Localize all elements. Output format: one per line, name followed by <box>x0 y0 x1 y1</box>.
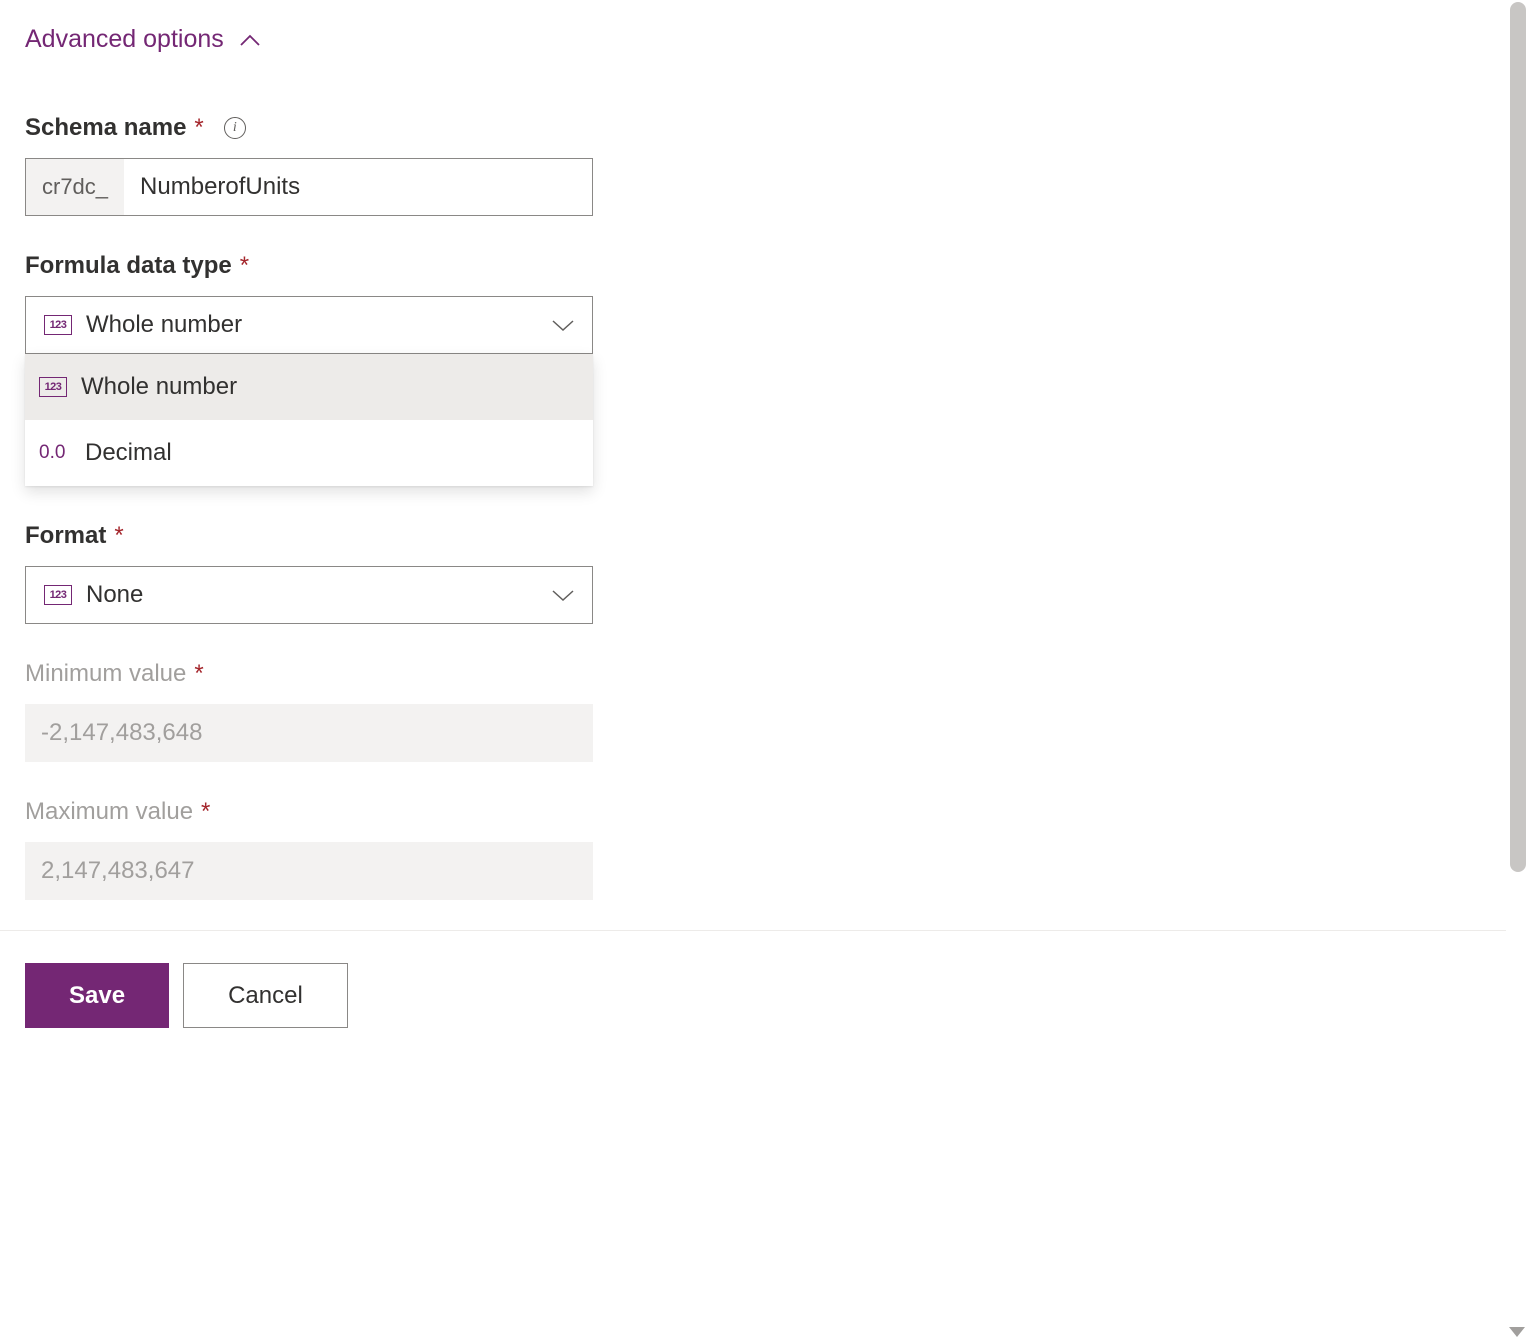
chevron-down-icon <box>552 319 574 331</box>
advanced-options-toggle[interactable]: Advanced options <box>25 25 600 54</box>
format-select[interactable]: 123 None <box>25 566 593 624</box>
formula-data-type-dropdown-wrapper: 123 Whole number 123 Whole number 0.0 De… <box>25 296 600 354</box>
whole-number-icon: 123 <box>44 315 72 335</box>
dropdown-option-whole-number[interactable]: 123 Whole number <box>25 354 593 420</box>
formula-data-type-dropdown: 123 Whole number 0.0 Decimal <box>25 354 593 486</box>
schema-name-input[interactable] <box>124 159 592 215</box>
dropdown-option-decimal[interactable]: 0.0 Decimal <box>25 420 593 486</box>
whole-number-icon: 123 <box>39 377 67 397</box>
format-label-text: Format <box>25 522 106 550</box>
formula-data-type-select[interactable]: 123 Whole number <box>25 296 593 354</box>
chevron-up-icon <box>240 34 260 46</box>
minimum-value-field: Minimum value * -2,147,483,648 <box>25 660 600 762</box>
form-content: Advanced options Schema name * i cr7dc_ … <box>0 0 600 900</box>
chevron-down-icon <box>552 589 574 601</box>
scrollbar-down-arrow-icon[interactable] <box>1509 1327 1525 1337</box>
maximum-value-label-text: Maximum value <box>25 798 193 826</box>
formula-data-type-value: Whole number <box>86 311 242 339</box>
select-display: 123 Whole number <box>44 311 242 339</box>
whole-number-icon: 123 <box>44 585 72 605</box>
footer-buttons: Save Cancel <box>25 963 348 1028</box>
form-panel: Advanced options Schema name * i cr7dc_ … <box>0 0 1530 1343</box>
formula-data-type-label-text: Formula data type <box>25 252 232 280</box>
required-asterisk: * <box>194 114 203 142</box>
dropdown-option-label: Decimal <box>85 439 172 467</box>
advanced-options-label: Advanced options <box>25 25 224 54</box>
scrollbar-thumb[interactable] <box>1510 2 1526 872</box>
schema-name-label: Schema name * i <box>25 114 600 142</box>
maximum-value-label: Maximum value * <box>25 798 600 826</box>
select-display: 123 None <box>44 581 143 609</box>
minimum-value-label-text: Minimum value <box>25 660 186 688</box>
dropdown-option-label: Whole number <box>81 373 237 401</box>
formula-data-type-field: Formula data type * 123 Whole number 123 <box>25 252 600 354</box>
schema-prefix: cr7dc_ <box>26 159 124 215</box>
format-label: Format * <box>25 522 600 550</box>
format-value: None <box>86 581 143 609</box>
required-asterisk: * <box>201 798 210 826</box>
minimum-value-label: Minimum value * <box>25 660 600 688</box>
scrollbar[interactable] <box>1506 0 1530 1343</box>
maximum-value-display: 2,147,483,647 <box>25 842 593 900</box>
cancel-button[interactable]: Cancel <box>183 963 348 1028</box>
format-field: Format * 123 None <box>25 522 600 624</box>
minimum-value-display: -2,147,483,648 <box>25 704 593 762</box>
required-asterisk: * <box>194 660 203 688</box>
formula-data-type-label: Formula data type * <box>25 252 600 280</box>
schema-name-field: Schema name * i cr7dc_ <box>25 114 600 216</box>
required-asterisk: * <box>240 252 249 280</box>
save-button[interactable]: Save <box>25 963 169 1028</box>
decimal-icon: 0.0 <box>39 442 71 464</box>
footer-divider <box>0 930 1530 931</box>
required-asterisk: * <box>114 522 123 550</box>
schema-name-input-group: cr7dc_ <box>25 158 593 216</box>
maximum-value-field: Maximum value * 2,147,483,647 <box>25 798 600 900</box>
info-icon[interactable]: i <box>224 117 246 139</box>
schema-name-label-text: Schema name <box>25 114 186 142</box>
